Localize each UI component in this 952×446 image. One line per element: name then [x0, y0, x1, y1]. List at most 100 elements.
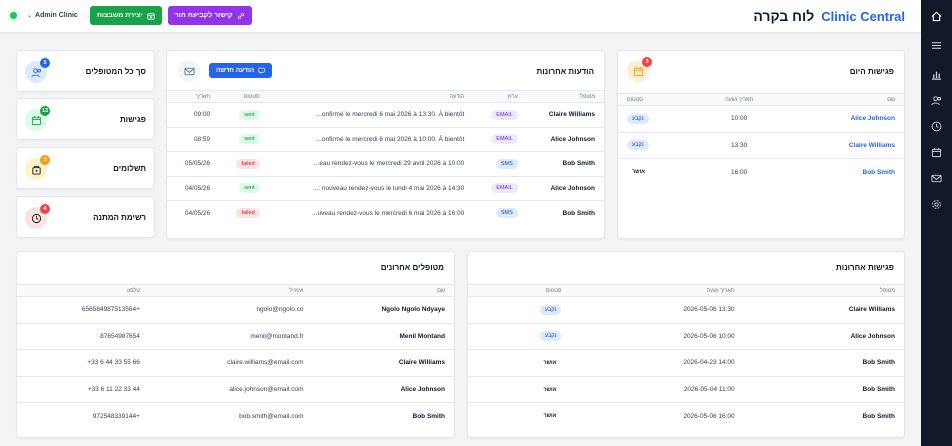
- users-icon: 5: [25, 58, 50, 83]
- recent-messages-card: הודעות אחרונות הודעה חדשה מטופל ערוץ הוד…: [166, 50, 605, 239]
- datetime-cell: 2026-05-04 11:00: [570, 376, 744, 404]
- create-slots-button[interactable]: יצירת משבצות: [89, 6, 162, 25]
- table-row[interactable]: Claire Williams 2026-05-06 13:30 נקבע: [468, 296, 904, 324]
- phone-cell: 87654987654: [17, 323, 149, 351]
- patient-name: Alice Johnson: [743, 323, 904, 351]
- channel-badge: EMAIL: [491, 183, 518, 194]
- user-name: Admin Clinic: [35, 12, 78, 19]
- patient-name: Bob Smith: [862, 412, 896, 420]
- stat-label: פגישות: [119, 115, 146, 124]
- stat-waitlist[interactable]: רשימת המתנה 4: [16, 196, 155, 238]
- user-menu[interactable]: ⌄ Admin Clinic: [27, 12, 78, 19]
- recent-appointments-card: פגישות אחרונות מטופל תאריך ושעה סטטוס Cl…: [467, 251, 905, 438]
- col-header: ערוץ: [473, 90, 527, 103]
- table-row[interactable]: Alice Johnson 2026-05-06 10:00 נקבע: [468, 323, 904, 351]
- table-row[interactable]: Bob Smith SMS ...uveau rendez-vous le merc…: [167, 201, 604, 226]
- table-row[interactable]: Bob Smith SMS ...eau rendez-vous le mercre…: [167, 151, 604, 177]
- messages-table: מטופל ערוץ הודעה סטטוס תאריך Claire Will…: [167, 90, 604, 225]
- phone-cell: +972548339144: [92, 412, 140, 420]
- status-badge: אושר: [543, 413, 557, 420]
- brand-name[interactable]: Clinic Central: [821, 9, 905, 24]
- patient-link[interactable]: Claire Williams: [782, 132, 904, 159]
- col-header: מטופל: [526, 90, 604, 103]
- stat-payments[interactable]: תשלומים 3: [16, 147, 155, 189]
- today-badge: 3: [642, 57, 652, 67]
- col-header: טלפון: [17, 284, 149, 297]
- table-row[interactable]: Alice Johnson alice.johnson@email.com +33 …: [17, 376, 454, 404]
- col-header: מטופל: [743, 284, 904, 297]
- datetime-cell: 2026-05-06 16:00: [683, 412, 735, 420]
- patient-name: Bob Smith: [412, 412, 446, 420]
- patient-name: Claire Williams: [743, 296, 904, 324]
- stat-appointments[interactable]: פגישות 13: [16, 98, 155, 140]
- new-message-button[interactable]: הודעה חדשה: [209, 63, 273, 78]
- table-row[interactable]: Claire Williams claire.williams@email.com…: [17, 349, 454, 377]
- online-status-dot: [10, 12, 17, 19]
- table-row[interactable]: Alice Johnson EMAIL ...: nouveau rendez-vo…: [167, 176, 604, 201]
- table-row[interactable]: Alice Johnson EMAIL ...onfirmé le mercredi…: [167, 127, 604, 152]
- table-row[interactable]: Bob Smith 16:00 אושר: [618, 159, 904, 186]
- stat-badge: 13: [40, 106, 50, 116]
- status-badge: נקבע: [627, 113, 649, 124]
- message-text: ...onfirmé le mercredi 6 mai 2026 à 10:0…: [268, 127, 474, 152]
- table-row[interactable]: Menil Montand menil@montand.fr 87654987654: [17, 323, 454, 351]
- link-icon: [237, 12, 244, 19]
- status-badge: failed: [236, 158, 260, 169]
- patient-link[interactable]: Alice Johnson: [782, 105, 904, 133]
- status-badge: sent: [239, 183, 260, 194]
- patient-name: Alice Johnson: [312, 376, 454, 404]
- booking-link-button[interactable]: קישור לקביעת תור: [167, 6, 252, 25]
- stat-badge: 4: [40, 204, 50, 214]
- time-cell: 16:00: [730, 168, 748, 176]
- patient-name: Alice Johnson: [526, 127, 604, 152]
- col-header: שם: [312, 284, 454, 297]
- channel-badge: EMAIL: [491, 134, 518, 145]
- time-cell: 10:00: [695, 105, 783, 133]
- table-row[interactable]: Ngolo Ngolo Ndyaye ngolo@ngolo.co +6565849…: [17, 296, 454, 324]
- patient-link[interactable]: Bob Smith: [862, 168, 896, 176]
- table-row[interactable]: Bob Smith bob.smith@email.com +97254833914…: [17, 403, 454, 430]
- time-cell: 13:30: [695, 132, 783, 159]
- table-row[interactable]: Bob Smith 2026-05-04 11:00 אושר: [468, 376, 904, 404]
- table-row[interactable]: Claire Williams 13:30 נקבע: [618, 132, 904, 159]
- stat-total-patients[interactable]: סך כל המטופלים 5: [16, 50, 155, 92]
- card-title: הודעות אחרונות: [536, 67, 595, 76]
- patient-name: Claire Williams: [312, 349, 454, 377]
- mail-icon[interactable]: [929, 171, 944, 186]
- channel-badge: SMS: [495, 208, 518, 218]
- date-cell: 05/05/26: [167, 151, 220, 177]
- patients-table: שם אימייל טלפון Ngolo Ngolo Ndyaye ngolo@…: [17, 284, 454, 429]
- table-row[interactable]: Alice Johnson 10:00 נקבע: [618, 105, 904, 133]
- chart-icon[interactable]: [929, 67, 944, 82]
- clock-icon[interactable]: [929, 119, 944, 134]
- top-bar: Clinic Central לוח בקרה ⌄ Admin Clinic י…: [0, 0, 921, 33]
- menu-icon[interactable]: [929, 38, 944, 53]
- status-badge: אושר: [543, 359, 557, 366]
- patient-name: Bob Smith: [743, 349, 904, 377]
- status-badge: נקבע: [539, 331, 562, 342]
- chevron-down-icon: ⌄: [27, 13, 33, 19]
- table-row[interactable]: Bob Smith 2026-05-06 16:00 אושר: [468, 403, 904, 430]
- email-cell: bob.smith@email.com: [239, 412, 304, 420]
- col-header: שם: [782, 93, 904, 106]
- col-header: תאריך ושעה: [695, 93, 783, 106]
- col-header: תאריך: [167, 90, 220, 103]
- col-header: סטטוס: [618, 93, 696, 106]
- col-header: סטטוס: [219, 90, 269, 103]
- datetime-cell: 2026-04-23 14:00: [570, 349, 744, 377]
- status-badge: נקבע: [627, 140, 649, 151]
- mail-icon: [178, 60, 200, 82]
- email-cell: claire.williams@email.com: [148, 349, 313, 377]
- datetime-cell: 2026-05-06 10:00: [570, 323, 744, 351]
- message-text: ...: nouveau rendez-vous le lundi 4 mai …: [268, 176, 474, 201]
- stat-label: רשימת המתנה: [93, 213, 146, 222]
- users-icon[interactable]: [929, 93, 944, 108]
- calendar-icon[interactable]: [929, 145, 944, 160]
- gear-icon[interactable]: [929, 197, 944, 212]
- table-row[interactable]: Claire Williams EMAIL ...onfirmé le mercre…: [167, 102, 604, 128]
- patient-name: Bob Smith: [743, 376, 904, 404]
- email-cell: ngolo@ngolo.co: [148, 296, 313, 324]
- table-row[interactable]: Bob Smith 2026-04-23 14:00 אושר: [468, 349, 904, 377]
- card-title: פגישות היום: [849, 67, 894, 76]
- home-icon[interactable]: [929, 9, 944, 24]
